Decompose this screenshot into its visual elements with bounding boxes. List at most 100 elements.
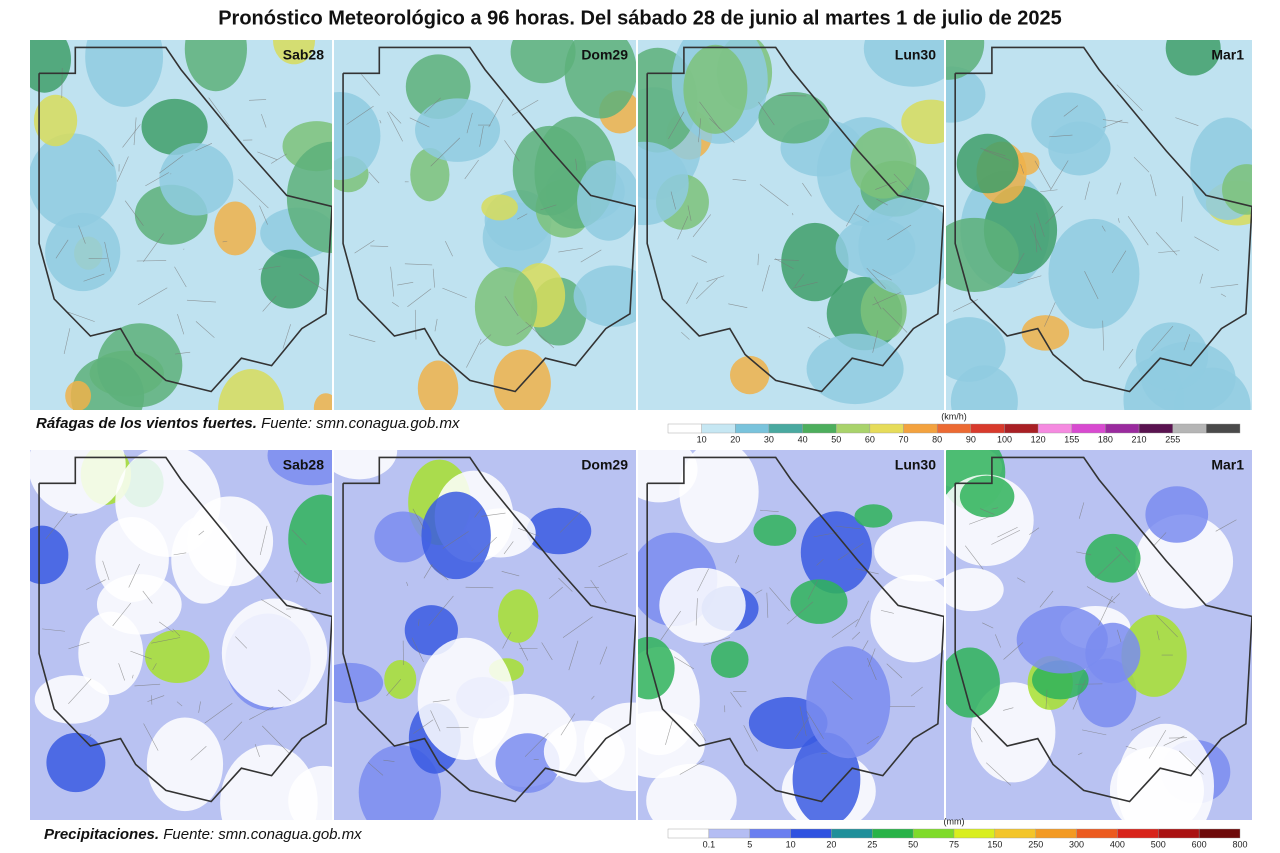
legend-label: 60 [865, 434, 875, 444]
field-blob [30, 133, 117, 229]
municipal-border [1183, 334, 1191, 351]
legend-label: 600 [1192, 839, 1207, 849]
field-blob [854, 504, 893, 528]
municipal-border [1063, 105, 1078, 117]
field-blob [959, 475, 1015, 518]
panel-label: Mar1 [1211, 457, 1244, 473]
municipal-border [1029, 225, 1042, 251]
municipal-border [1003, 707, 1014, 711]
field-blob [1165, 40, 1221, 76]
caption-source: Fuente: smn.conagua.gob.mx [261, 415, 460, 432]
map-layer [334, 40, 636, 410]
municipal-border [430, 137, 461, 167]
municipal-border [1194, 236, 1219, 251]
municipal-border [818, 336, 820, 338]
municipal-border [599, 646, 608, 665]
municipal-border [525, 321, 555, 349]
state-border [646, 456, 944, 803]
municipal-border [432, 699, 450, 703]
field-blob [946, 317, 1006, 382]
municipal-border [873, 296, 882, 310]
legend-swatch [1198, 828, 1241, 839]
municipal-border [424, 97, 441, 114]
municipal-border [63, 328, 71, 354]
state-border [646, 46, 944, 393]
municipal-border [1045, 205, 1063, 225]
municipal-border [465, 586, 494, 589]
state-border [38, 46, 332, 393]
municipal-border [541, 642, 553, 661]
field-blob [800, 511, 872, 594]
municipal-border [681, 331, 690, 340]
municipal-border [691, 255, 707, 263]
municipal-border [1127, 215, 1149, 246]
field-blob [729, 355, 770, 395]
municipal-border [1163, 735, 1185, 746]
field-blob [806, 333, 904, 405]
caption-title: Precipitaciones. [44, 826, 159, 843]
municipal-border [390, 266, 395, 297]
municipal-border [102, 560, 110, 581]
wind-map: Dom29 [334, 40, 636, 410]
municipal-border [464, 159, 479, 180]
municipal-border [862, 640, 869, 651]
municipal-border [442, 287, 467, 299]
legend-swatch [1138, 423, 1173, 434]
legend-label: 20 [730, 434, 740, 444]
municipal-border [45, 511, 68, 540]
municipal-border [1044, 302, 1056, 327]
municipal-border [851, 631, 861, 640]
municipal-border [979, 508, 995, 515]
municipal-border [758, 101, 775, 126]
municipal-border [1034, 160, 1051, 189]
field-blob [970, 682, 1056, 783]
municipal-border [673, 656, 694, 670]
municipal-border [195, 143, 213, 152]
municipal-border [104, 241, 112, 272]
field-blob [46, 732, 106, 793]
municipal-border [524, 732, 549, 757]
municipal-border [980, 148, 1006, 157]
municipal-border [866, 657, 877, 680]
field-blob [495, 733, 560, 793]
municipal-border [558, 577, 573, 592]
legend-swatch [1117, 828, 1159, 839]
municipal-border [434, 318, 438, 332]
municipal-border [177, 314, 185, 335]
municipal-border [413, 719, 434, 734]
field-blob [790, 579, 848, 624]
field-blob [901, 99, 944, 145]
municipal-border [137, 287, 168, 306]
caption-title: Ráfagas de los vientos fuertes. [36, 415, 257, 432]
municipal-border [1049, 134, 1073, 138]
municipal-border [910, 686, 923, 697]
legend-label: 100 [997, 434, 1012, 444]
municipal-border [474, 507, 483, 518]
legend-label: 5 [747, 839, 752, 849]
legend-label: 155 [1064, 434, 1079, 444]
municipal-border [432, 268, 435, 288]
municipal-border [807, 326, 831, 340]
field-blob [288, 765, 332, 820]
municipal-border [893, 173, 910, 191]
municipal-border [238, 179, 269, 209]
municipal-border [428, 595, 454, 626]
municipal-border [502, 631, 512, 649]
municipal-border [158, 621, 174, 633]
municipal-border [159, 155, 184, 174]
municipal-border [501, 571, 520, 577]
municipal-border [282, 324, 291, 349]
municipal-border [172, 628, 181, 637]
municipal-border [1153, 532, 1167, 547]
municipal-border [548, 586, 563, 599]
municipal-border [143, 723, 159, 751]
municipal-border [175, 351, 191, 355]
municipal-border [1131, 716, 1161, 731]
municipal-border [1118, 348, 1134, 369]
municipal-border [866, 267, 886, 289]
municipal-border [147, 695, 165, 702]
municipal-border [479, 126, 484, 147]
municipal-border [853, 212, 870, 223]
municipal-border [65, 310, 95, 322]
municipal-border [354, 240, 375, 254]
